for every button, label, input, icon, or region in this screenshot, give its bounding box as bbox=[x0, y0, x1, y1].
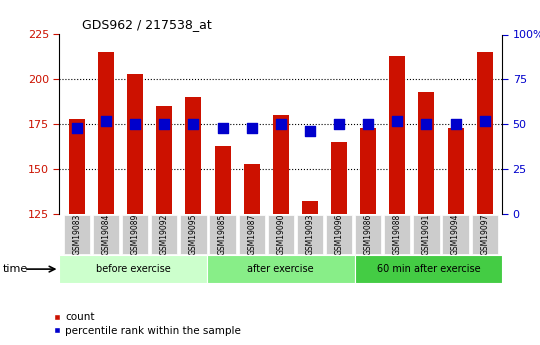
Point bbox=[335, 121, 343, 127]
Bar bbox=[214, 146, 231, 214]
FancyBboxPatch shape bbox=[268, 215, 294, 255]
Text: 60 min after exercise: 60 min after exercise bbox=[376, 264, 480, 274]
Text: GDS962 / 217538_at: GDS962 / 217538_at bbox=[82, 18, 211, 31]
Point bbox=[364, 121, 373, 127]
Text: GSM19084: GSM19084 bbox=[102, 214, 111, 255]
FancyBboxPatch shape bbox=[59, 255, 207, 283]
Text: time: time bbox=[3, 264, 28, 274]
Point bbox=[451, 121, 460, 127]
FancyBboxPatch shape bbox=[151, 215, 177, 255]
Point bbox=[422, 121, 431, 127]
Text: GSM19089: GSM19089 bbox=[131, 214, 140, 255]
Text: GSM19093: GSM19093 bbox=[306, 214, 314, 255]
Point bbox=[393, 118, 402, 124]
Bar bbox=[244, 164, 260, 214]
Point bbox=[306, 129, 314, 134]
FancyBboxPatch shape bbox=[210, 215, 235, 255]
Point bbox=[102, 118, 110, 124]
Text: GSM19086: GSM19086 bbox=[364, 214, 373, 255]
FancyBboxPatch shape bbox=[239, 215, 265, 255]
Bar bbox=[185, 97, 201, 214]
FancyBboxPatch shape bbox=[93, 215, 119, 255]
FancyBboxPatch shape bbox=[384, 215, 410, 255]
Bar bbox=[98, 52, 114, 214]
Bar bbox=[360, 128, 376, 214]
Bar bbox=[127, 74, 143, 214]
Point bbox=[189, 121, 198, 127]
Bar bbox=[69, 119, 85, 214]
Text: GSM19096: GSM19096 bbox=[335, 214, 343, 255]
FancyBboxPatch shape bbox=[207, 255, 355, 283]
FancyBboxPatch shape bbox=[471, 215, 498, 255]
Point bbox=[276, 121, 285, 127]
FancyBboxPatch shape bbox=[442, 215, 469, 255]
Point bbox=[247, 125, 256, 130]
Text: GSM19097: GSM19097 bbox=[480, 214, 489, 255]
Text: GSM19092: GSM19092 bbox=[160, 214, 169, 255]
Bar bbox=[389, 56, 406, 214]
Text: GSM19094: GSM19094 bbox=[451, 214, 460, 255]
FancyBboxPatch shape bbox=[180, 215, 206, 255]
Point bbox=[218, 125, 227, 130]
Bar bbox=[418, 92, 435, 214]
Legend: count, percentile rank within the sample: count, percentile rank within the sample bbox=[49, 308, 245, 340]
Text: GSM19088: GSM19088 bbox=[393, 214, 402, 255]
Point bbox=[481, 118, 489, 124]
Bar bbox=[273, 115, 289, 214]
Point bbox=[72, 125, 81, 130]
FancyBboxPatch shape bbox=[297, 215, 323, 255]
Bar bbox=[302, 201, 318, 214]
Point bbox=[160, 121, 168, 127]
Text: GSM19090: GSM19090 bbox=[276, 214, 285, 255]
Text: GSM19087: GSM19087 bbox=[247, 214, 256, 255]
Text: GSM19095: GSM19095 bbox=[189, 214, 198, 255]
FancyBboxPatch shape bbox=[413, 215, 440, 255]
Text: before exercise: before exercise bbox=[96, 264, 171, 274]
FancyBboxPatch shape bbox=[64, 215, 90, 255]
Text: after exercise: after exercise bbox=[247, 264, 314, 274]
Text: GSM19085: GSM19085 bbox=[218, 214, 227, 255]
FancyBboxPatch shape bbox=[355, 255, 502, 283]
Text: GSM19083: GSM19083 bbox=[72, 214, 82, 255]
Text: GSM19091: GSM19091 bbox=[422, 214, 431, 255]
Point bbox=[131, 121, 139, 127]
FancyBboxPatch shape bbox=[355, 215, 381, 255]
Bar bbox=[448, 128, 464, 214]
Bar bbox=[477, 52, 492, 214]
FancyBboxPatch shape bbox=[326, 215, 352, 255]
Bar bbox=[156, 106, 172, 214]
Bar bbox=[331, 142, 347, 214]
FancyBboxPatch shape bbox=[122, 215, 148, 255]
